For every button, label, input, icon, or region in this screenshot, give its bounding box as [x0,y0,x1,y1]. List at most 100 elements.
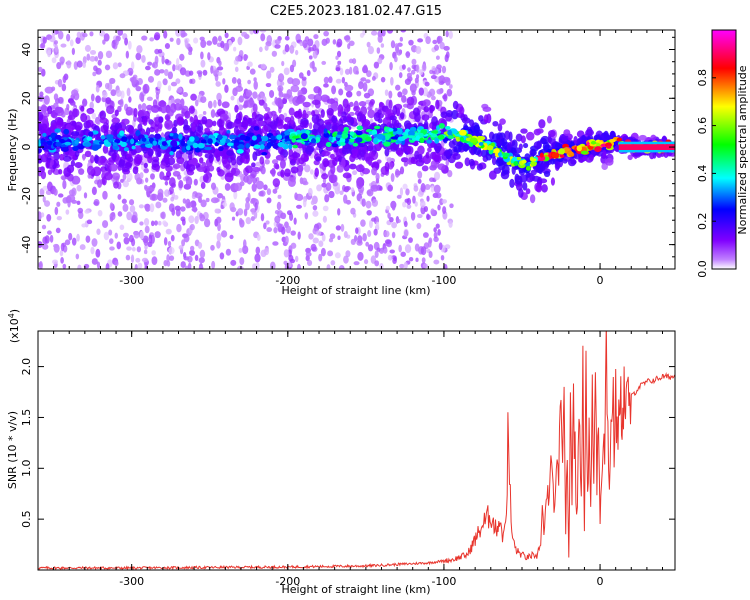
spectrogram-cell [137,262,143,269]
spectrogram-cell [127,125,135,135]
spectrogram-cell [447,135,455,140]
spectrogram-cell [84,150,92,158]
spectrogram-cell [441,199,448,204]
spectrogram-cell [57,78,63,88]
spectrogram-cell [384,89,389,97]
spectrogram-cell [238,95,244,103]
spectrogram-cell [335,78,342,84]
spectrogram-cell [389,217,394,223]
spectrogram-cell [396,194,402,199]
spectrogram-cell [289,258,296,264]
spectrogram-cell [331,143,339,148]
spectrogram-cell [147,155,153,164]
spectrogram-cell [321,173,329,180]
spectrogram-cell [254,253,261,263]
spectrogram-cell [114,260,119,267]
spectrogram-cell [260,213,265,222]
spectrogram-cell [57,96,64,104]
spectrogram-cell [204,146,212,151]
spectrogram-cell [449,84,453,89]
spectrogram-cell [237,265,244,269]
spectrogram-cell [89,50,97,55]
spectrogram-cell [210,109,216,118]
spectrogram-cell [84,44,92,52]
spectrogram-cell [40,212,45,218]
spectrogram-cell [522,143,529,149]
spectrogram-cell [53,93,59,101]
spectrogram-cell [226,130,231,134]
spectrogram-cell [366,41,371,48]
spectrogram-cell [109,163,118,172]
spectrogram-cell [251,197,256,204]
spectrogram-cell [284,168,291,177]
spectrogram-cell [421,165,429,172]
spectrogram-cell [420,246,427,256]
spectrogram-cell [269,261,276,269]
spectrogram-cell [119,98,124,108]
spectrogram-cell [181,218,186,226]
spectrogram-cell [259,46,263,53]
spectrogram-cell [414,243,420,252]
spectrogram-cell [444,125,451,130]
spectrogram-cell [280,81,285,86]
spectrogram-cell [355,164,365,173]
spectrogram-cell [99,117,108,124]
spectrogram-cell [108,229,113,236]
spectrogram-cell [189,249,196,256]
spectrogram-cell [614,145,620,153]
spectrogram-cell [206,40,213,46]
spectrogram-cell [200,199,207,208]
spectrogram-cell [441,76,451,83]
spectrogram-cell [326,264,331,269]
spectrogram-cell [392,105,398,116]
spectrogram-cell [128,234,134,243]
spectrogram-cell [550,177,555,186]
spectrogram-cell [194,192,203,199]
spectrogram-cell [386,30,394,34]
spectrogram-cell [151,256,158,266]
spectrogram-cell [524,153,531,162]
spectrogram-cell [217,99,222,107]
top-x-axis-label: Height of straight line (km) [281,284,430,297]
spectrogram-cell [605,157,614,166]
spectrogram-cell [562,158,568,164]
spectrogram-cell [364,121,370,129]
x-tick-label: 0 [597,575,604,588]
spectrogram-cell [251,135,257,141]
spectrogram-cell [144,203,150,210]
spectrogram-cell [51,30,56,37]
spectrogram-cell [580,150,589,155]
spectrogram-cell [83,142,92,147]
spectrogram-cell [144,225,150,234]
spectrogram-cell [273,227,278,234]
spectrogram-cell [236,155,244,166]
spectrogram-cell [234,182,243,192]
spectrogram-cell [49,234,54,243]
spectrogram-cell [175,58,180,67]
spectrogram-cell [434,44,440,51]
spectrogram-cell [100,135,106,140]
spectrogram-cell [119,224,125,231]
spectrogram-cell [478,142,484,146]
spectrogram-cell [459,129,467,136]
spectrogram-cell [47,230,52,235]
spectrogram-cell [126,211,133,221]
spectrogram-cell [323,132,330,138]
spectrogram-cell [83,192,88,199]
spectrogram-cell [164,58,170,64]
spectrogram-cell [233,142,240,147]
spectrogram-cell [365,200,372,209]
spectrogram-cell [435,99,440,110]
spectrogram-cell [236,148,244,154]
spectrogram-cell [352,170,358,176]
spectrogram-cell [353,105,361,112]
y-tick-label: 40 [20,43,33,57]
spectrogram-cell [255,180,264,190]
spectrogram-cell [433,184,441,194]
spectrogram-cell [283,249,290,258]
spectrogram-cell [66,60,72,69]
spectrogram-cell [349,101,354,107]
spectrogram-cell [184,38,188,48]
spectrogram-cell [97,50,104,60]
spectrogram-cell [415,45,422,54]
